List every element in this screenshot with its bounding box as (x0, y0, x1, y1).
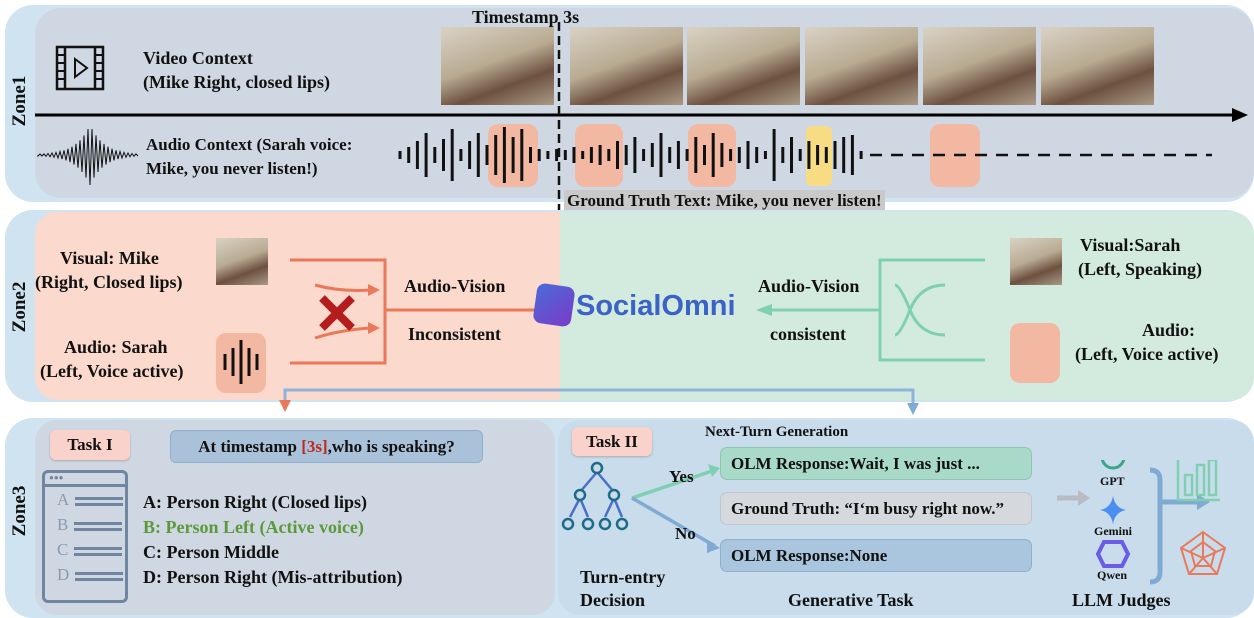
answer-option[interactable]: A: Person Right (Closed lips) (143, 492, 367, 512)
judge-qwen: Qwen (1097, 568, 1127, 582)
olm-response-no: OLM Response:None (720, 539, 1032, 572)
video-context-subtitle: (Mike Right, closed lips) (143, 72, 330, 92)
bar-chart-icon (1176, 460, 1220, 502)
gpt-logo-icon (1100, 460, 1126, 470)
audio-wave-icon-right (1010, 323, 1060, 383)
turn-entry-line2: Decision (580, 590, 645, 610)
video-frame-6 (1041, 27, 1154, 105)
left-audio-line2: (Left, Voice active) (40, 361, 184, 381)
ground-truth-text: Ground Truth Text: Mike, you never liste… (564, 190, 885, 212)
video-context-title: Video Context (143, 48, 253, 68)
next-turn-heading: Next-Turn Generation (705, 424, 849, 440)
answer-option[interactable]: D: Person Right (Mis-attribution) (143, 567, 403, 587)
olm-response-yes: OLM Response:Wait, I was just ... (720, 447, 1032, 480)
timeline-layer (35, 22, 1248, 252)
socialomni-logo-text: SocialOmni (576, 290, 736, 322)
no-label: No (675, 524, 696, 543)
right-audio-line2: (Left, Voice active) (1075, 344, 1219, 364)
right-relation-line2: consistent (770, 324, 846, 344)
left-visual-line2: (Right, Closed lips) (35, 272, 183, 292)
list-lines (74, 522, 123, 531)
audio-context-line2: Mike, you never listen!) (146, 159, 318, 178)
no-arrow (631, 496, 716, 548)
task2-graphics (561, 460, 1227, 585)
right-visual-line2: (Left, Speaking) (1078, 259, 1203, 279)
turn-entry-line1: Turn-entry (580, 567, 666, 587)
audio-context-line1: Audio Context (Sarah voice: (146, 135, 353, 154)
left-relation-line2: Inconsistent (408, 324, 502, 344)
right-visual-line1: Visual:Sarah (1080, 235, 1181, 255)
video-frame-2 (570, 27, 683, 105)
radar-chart-icon (1179, 530, 1227, 575)
zone2-to-zone3-connector (283, 388, 915, 405)
zone2-left-inconsistent (35, 212, 560, 400)
list-letter: C (57, 539, 69, 559)
video-film-icon (55, 45, 105, 91)
decision-tree-icon (568, 471, 624, 518)
timestamp-label: Timestamp 3s (472, 7, 580, 27)
task1-tag: Task I (50, 430, 130, 460)
video-frame-1 (441, 27, 554, 105)
left-relation-line1: Audio-Vision (404, 276, 506, 296)
list-lines (74, 547, 123, 556)
ground-truth-response: Ground Truth: “I‘m busy right now.” (720, 492, 1032, 525)
sarah-thumbnail (1010, 238, 1062, 285)
list-letter: B (57, 514, 69, 534)
question-timestamp: [3s] (301, 436, 328, 456)
answer-option[interactable]: B: Person Left (Active voice) (143, 517, 364, 537)
list-lines (75, 572, 124, 581)
yes-label: Yes (669, 467, 694, 486)
judges-bracket (1149, 467, 1163, 585)
yes-arrow (631, 468, 716, 500)
left-audio-line1: Audio: Sarah (64, 337, 168, 357)
list-letter: A (57, 489, 70, 509)
qwen-logo-icon (1095, 540, 1131, 568)
video-frame-4 (805, 27, 918, 105)
task2-tag: Task II (572, 427, 652, 456)
timeline-arrowhead (1232, 108, 1248, 122)
right-audio-line1: Audio: (1142, 320, 1196, 340)
task1-question: At timestamp [3s] ,who is speaking? (170, 430, 483, 463)
list-lines (75, 497, 124, 506)
llm-judges-label: LLM Judges (1072, 590, 1171, 610)
to-judges-arrow (1078, 490, 1090, 506)
judge-gemini: Gemini (1094, 524, 1132, 538)
list-letter: D (57, 564, 70, 584)
judge-gpt: GPT (1100, 474, 1125, 488)
generative-task-label: Generative Task (788, 590, 914, 610)
question-prefix: At timestamp (198, 436, 302, 456)
video-frame-5 (923, 27, 1036, 105)
cross-icon (319, 295, 355, 331)
waveform-icon (37, 128, 139, 186)
right-relation-line1: Audio-Vision (758, 276, 860, 296)
video-frame-3 (687, 27, 800, 105)
question-suffix: ,who is speaking? (327, 436, 455, 456)
left-visual-line1: Visual: Mike (60, 248, 159, 268)
zone3-label: Zone3 (9, 485, 30, 537)
answer-option[interactable]: C: Person Middle (143, 542, 279, 562)
zone2-connectors (223, 258, 1053, 415)
gemini-logo-icon (1100, 496, 1126, 524)
mike-thumbnail (216, 238, 268, 285)
